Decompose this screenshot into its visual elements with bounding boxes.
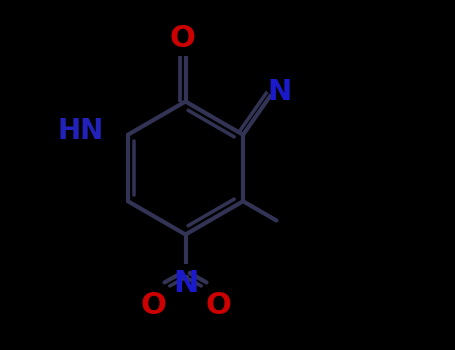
Text: O: O [140,290,166,320]
Text: O: O [170,24,196,53]
Text: N: N [268,78,292,106]
Text: O: O [205,290,231,320]
Text: HN: HN [57,117,103,145]
Text: N: N [173,269,198,298]
